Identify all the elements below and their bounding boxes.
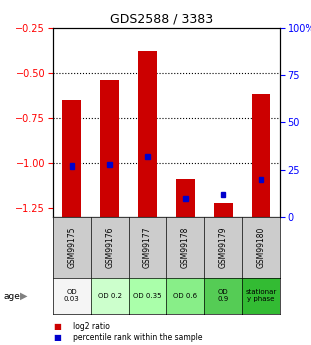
Text: GSM99178: GSM99178: [181, 227, 190, 268]
Text: OD 0.2: OD 0.2: [98, 293, 122, 299]
Text: GSM99176: GSM99176: [105, 227, 114, 268]
Bar: [100, 80, 119, 217]
Text: GSM99175: GSM99175: [67, 227, 76, 268]
Bar: [138, 51, 157, 217]
Text: stationar
y phase: stationar y phase: [245, 289, 276, 302]
Text: age: age: [3, 292, 20, 300]
Bar: [107, 161, 112, 167]
Text: OD
0.9: OD 0.9: [217, 289, 229, 302]
Bar: [252, 95, 271, 217]
Bar: [62, 100, 81, 217]
Text: ▶: ▶: [20, 291, 27, 301]
Text: OD 0.6: OD 0.6: [173, 293, 197, 299]
Bar: [176, 179, 195, 217]
Bar: [221, 192, 225, 197]
Bar: [214, 203, 233, 217]
Text: percentile rank within the sample: percentile rank within the sample: [73, 333, 202, 342]
Bar: [183, 196, 188, 201]
Text: GSM99177: GSM99177: [143, 227, 152, 268]
Bar: [145, 154, 150, 159]
Text: GDS2588 / 3383: GDS2588 / 3383: [110, 12, 213, 25]
Text: log2 ratio: log2 ratio: [73, 322, 110, 331]
Text: OD 0.35: OD 0.35: [133, 293, 162, 299]
Text: ■: ■: [53, 322, 61, 331]
Bar: [70, 164, 74, 169]
Text: GSM99180: GSM99180: [257, 227, 266, 268]
Text: ■: ■: [53, 333, 61, 342]
Text: OD
0.03: OD 0.03: [64, 289, 80, 302]
Bar: [259, 177, 263, 182]
Text: GSM99179: GSM99179: [219, 227, 228, 268]
